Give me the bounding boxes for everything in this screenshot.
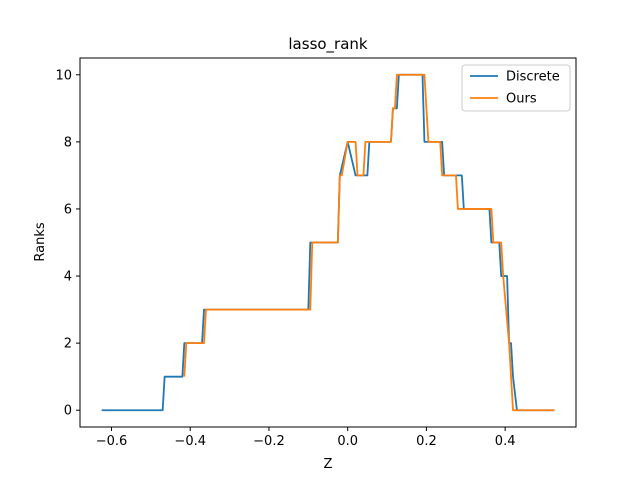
chart-title: lasso_rank <box>288 35 368 54</box>
y-tick-label: 8 <box>64 135 72 150</box>
x-tick-label: −0.6 <box>96 434 128 449</box>
y-tick-label: 6 <box>64 202 72 217</box>
x-tick-label: −0.2 <box>253 434 285 449</box>
y-axis-label: Ranks <box>33 222 48 261</box>
x-tick-label: −0.4 <box>174 434 206 449</box>
legend-label-discrete: Discrete <box>506 70 560 85</box>
y-tick-label: 4 <box>64 270 72 285</box>
x-tick-label: 0.2 <box>416 434 437 449</box>
y-axis: 0 2 4 6 8 10 <box>55 68 80 419</box>
plot-frame <box>79 57 577 428</box>
x-axis-label: Z <box>324 457 333 472</box>
legend-label-ours: Ours <box>506 92 537 107</box>
y-tick-label: 0 <box>64 404 72 419</box>
series-layer <box>101 73 555 412</box>
x-tick-label: 0.4 <box>495 434 516 449</box>
y-tick-label: 2 <box>64 337 72 352</box>
x-axis: −0.6 −0.4 −0.2 0.0 0.2 0.4 <box>96 427 516 449</box>
legend: Discrete Ours <box>461 64 571 112</box>
series-line-ours <box>183 73 555 412</box>
x-tick-label: 0.0 <box>337 434 358 449</box>
y-tick-label: 10 <box>55 68 72 83</box>
